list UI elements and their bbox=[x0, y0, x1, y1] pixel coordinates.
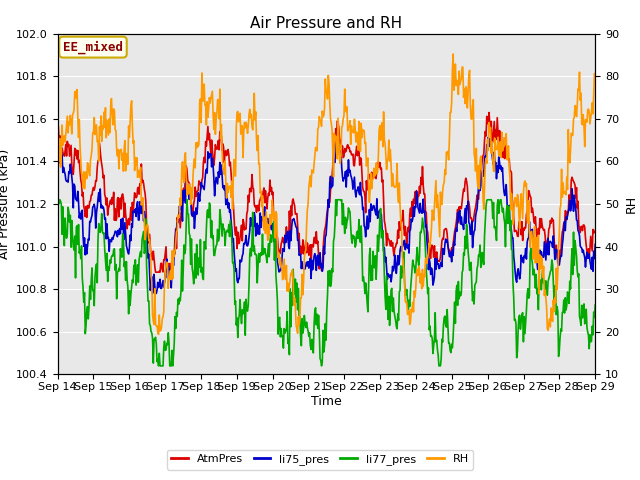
li77_pres bbox=[120, 233, 127, 239]
RH bbox=[449, 51, 457, 57]
Line: RH: RH bbox=[58, 54, 595, 335]
li75_pres bbox=[484, 134, 492, 140]
li75_pres bbox=[591, 241, 599, 247]
RH bbox=[202, 122, 210, 128]
Y-axis label: RH: RH bbox=[625, 195, 637, 213]
li77_pres bbox=[54, 213, 61, 218]
li77_pres bbox=[175, 301, 182, 307]
Line: AtmPres: AtmPres bbox=[58, 112, 595, 272]
Title: Air Pressure and RH: Air Pressure and RH bbox=[250, 16, 403, 31]
li77_pres bbox=[409, 257, 417, 263]
RH bbox=[392, 183, 400, 189]
AtmPres bbox=[392, 240, 400, 246]
X-axis label: Time: Time bbox=[311, 395, 342, 408]
li75_pres bbox=[408, 219, 416, 225]
Text: EE_mixed: EE_mixed bbox=[63, 40, 123, 54]
AtmPres bbox=[591, 228, 599, 233]
li77_pres bbox=[155, 363, 163, 369]
Line: li77_pres: li77_pres bbox=[58, 200, 595, 366]
Line: li75_pres: li75_pres bbox=[58, 137, 595, 293]
li77_pres bbox=[64, 204, 72, 210]
AtmPres bbox=[202, 143, 210, 149]
RH bbox=[54, 176, 61, 182]
li75_pres bbox=[119, 216, 127, 221]
li77_pres bbox=[204, 208, 211, 214]
li77_pres bbox=[591, 302, 599, 308]
AtmPres bbox=[63, 139, 71, 144]
AtmPres bbox=[54, 121, 61, 127]
li77_pres bbox=[393, 326, 401, 332]
RH bbox=[119, 150, 127, 156]
RH bbox=[408, 309, 416, 315]
li77_pres bbox=[54, 197, 62, 203]
li75_pres bbox=[174, 220, 182, 226]
AtmPres bbox=[408, 199, 416, 204]
AtmPres bbox=[119, 191, 127, 197]
RH bbox=[155, 332, 163, 337]
RH bbox=[591, 73, 599, 79]
li75_pres bbox=[63, 178, 71, 183]
li75_pres bbox=[202, 167, 210, 172]
AtmPres bbox=[152, 269, 159, 275]
li75_pres bbox=[148, 290, 156, 296]
AtmPres bbox=[174, 219, 182, 225]
Y-axis label: Air Pressure (kPa): Air Pressure (kPa) bbox=[0, 149, 11, 259]
li75_pres bbox=[392, 271, 400, 276]
RH bbox=[174, 212, 182, 218]
AtmPres bbox=[485, 109, 493, 115]
li75_pres bbox=[54, 140, 61, 145]
RH bbox=[63, 113, 71, 119]
Legend: AtmPres, li75_pres, li77_pres, RH: AtmPres, li75_pres, li77_pres, RH bbox=[166, 450, 474, 469]
